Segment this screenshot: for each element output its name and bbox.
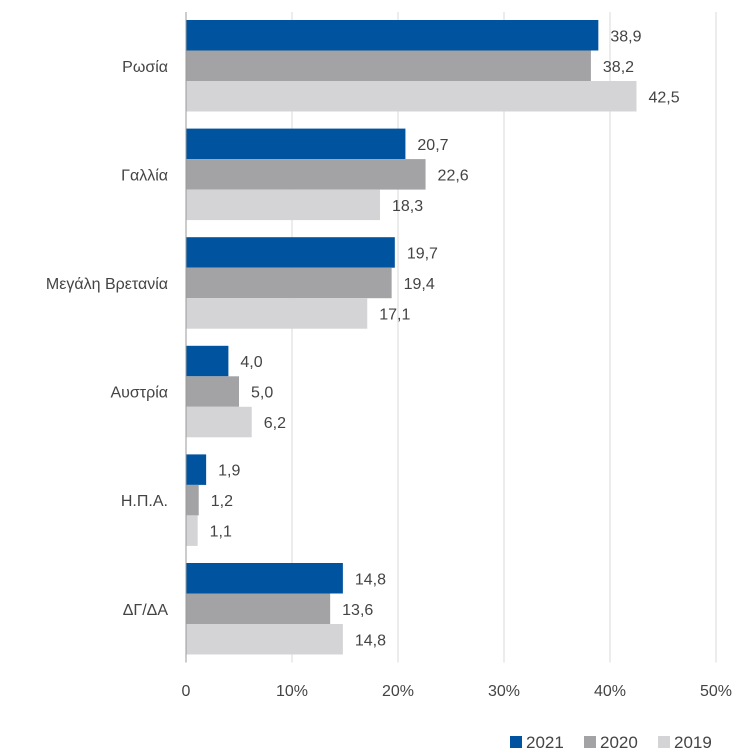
- bar: [186, 20, 599, 51]
- data-label: 1,2: [211, 493, 233, 510]
- x-tick-label: 30%: [488, 683, 520, 700]
- category-label: Η.Π.Α.: [121, 493, 168, 510]
- data-label: 19,7: [407, 245, 438, 262]
- bar: [186, 406, 252, 438]
- bar: [186, 159, 426, 190]
- bar: [186, 50, 591, 81]
- data-label: 14,8: [355, 632, 386, 649]
- axes: 0 10% 20% 30% 40% 50% Ρωσία Γαλλία Μεγάλη Βρεταν…: [46, 12, 732, 700]
- data-label: 14,8: [355, 571, 386, 588]
- data-label: 38,2: [603, 59, 634, 76]
- category-label: ΔΓ/ΔΑ: [123, 602, 169, 619]
- data-label: 6,2: [264, 415, 286, 432]
- bar: [186, 563, 343, 594]
- bar: [186, 128, 406, 160]
- x-tick-label: 20%: [382, 683, 414, 700]
- category-label: Αυστρία: [110, 385, 168, 402]
- legend-label: 2021: [526, 733, 564, 751]
- data-label: 19,4: [404, 276, 435, 293]
- legend-label: 2020: [600, 733, 638, 751]
- data-label: 1,1: [210, 524, 232, 541]
- gridlines: [291, 12, 717, 663]
- bar: [186, 345, 229, 377]
- legend-swatch: [658, 736, 670, 748]
- bar: [186, 454, 207, 485]
- data-label: 38,9: [610, 28, 641, 45]
- bar: [186, 267, 392, 299]
- data-label: 42,5: [649, 89, 680, 106]
- data-label: 20,7: [417, 137, 448, 154]
- data-label: 1,9: [218, 463, 240, 480]
- x-tick-label: 0: [182, 683, 191, 700]
- bar: [186, 298, 368, 329]
- x-tick-label: 10%: [276, 683, 308, 700]
- x-tick-label: 50%: [700, 683, 732, 700]
- legend-swatch: [510, 736, 522, 748]
- data-label: 22,6: [438, 167, 469, 184]
- bar: [186, 593, 331, 624]
- bars: [186, 20, 637, 655]
- data-label: 18,3: [392, 198, 423, 215]
- data-label: 4,0: [240, 354, 262, 371]
- data-label: 5,0: [251, 385, 273, 402]
- bar: [186, 515, 198, 546]
- legend-swatch: [584, 736, 596, 748]
- bar: [186, 81, 637, 112]
- x-tick-label: 40%: [594, 683, 626, 700]
- legend: 2021 2020 2019: [510, 733, 712, 751]
- bar: [186, 237, 395, 268]
- category-label: Γαλλία: [121, 167, 168, 184]
- data-labels: 38,9 38,2 42,5 20,7 22,6 18,3 19,7 19,4 17,1 4,0 5…: [210, 28, 680, 649]
- category-label: Μεγάλη Βρετανία: [46, 276, 168, 293]
- bar: [186, 376, 239, 407]
- category-label: Ρωσία: [122, 59, 168, 76]
- legend-label: 2019: [674, 733, 712, 751]
- data-label: 17,1: [379, 306, 410, 323]
- data-label: 13,6: [342, 602, 373, 619]
- bar: [186, 624, 343, 655]
- bar: [186, 189, 380, 221]
- bar: [186, 484, 199, 516]
